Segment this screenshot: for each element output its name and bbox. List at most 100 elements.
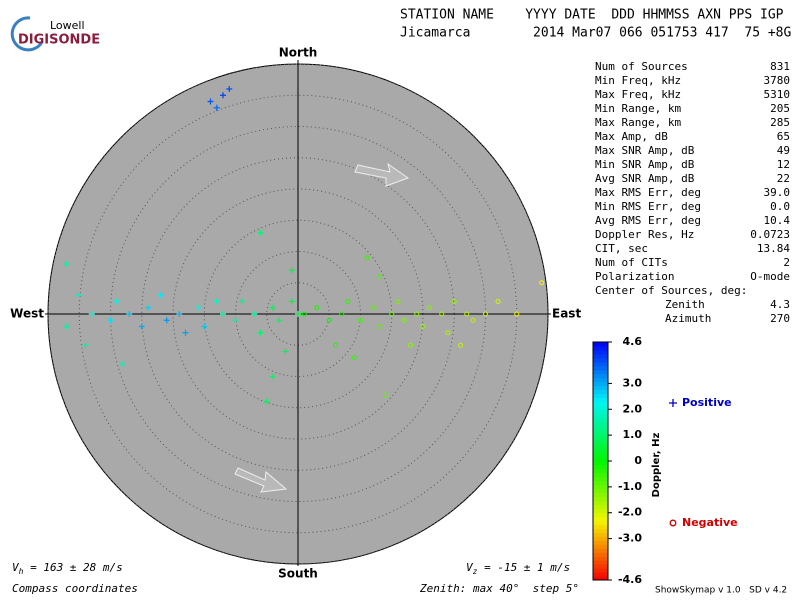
compass-west: West: [10, 307, 44, 321]
vh-text: Vh = 163 ± 28 m/s: [12, 561, 123, 576]
source-negative: [376, 274, 382, 279]
colorbar-cell: [593, 464, 608, 470]
colorbar-tick-label: 3.0: [623, 376, 643, 389]
legend-marker: [669, 399, 677, 407]
colorbar-cell: [593, 476, 608, 482]
source-positive: [282, 348, 289, 355]
legend-label: Positive: [682, 396, 732, 409]
source-positive: [257, 229, 264, 236]
source-negative: [376, 324, 382, 329]
colorbar-cell: [593, 516, 608, 521]
source-positive: [207, 98, 214, 105]
source-positive: [176, 311, 183, 317]
colorbar-cell: [593, 532, 608, 537]
source-negative: [326, 317, 332, 323]
header-columns: STATION NAME YYYY DATE DDD HHMMSS AXN PP…: [400, 8, 784, 23]
source-positive: [201, 323, 208, 330]
colorbar-cell: [593, 389, 608, 395]
logo-top: Lowell: [50, 19, 85, 32]
colorbar-cell: [593, 385, 608, 391]
source-positive: [238, 298, 245, 305]
source-negative: [483, 311, 488, 317]
center-label: Azimuth: [665, 312, 711, 325]
zenith-note: Zenith: max 40° step 5°: [419, 582, 579, 595]
colorbar-cell: [593, 369, 608, 375]
colorbar-cell: [593, 564, 608, 569]
colorbar-tick-label: 4.6: [623, 335, 643, 348]
source-negative: [408, 342, 413, 348]
colorbar-cell: [593, 429, 608, 434]
colorbar-cell: [593, 568, 608, 573]
source-positive: [251, 311, 258, 317]
drift-arrow: [234, 467, 288, 493]
source-negative: [383, 392, 388, 398]
stat-label: Num of Sources: [595, 60, 688, 73]
source-positive: [113, 298, 120, 305]
header-values: Jicamarca 2014 Mar07 066 051753 417 75 +…: [400, 26, 792, 41]
stat-label: Avg RMS Err, deg: [595, 214, 701, 227]
stat-label: Doppler Res, Hz: [595, 228, 694, 241]
source-negative: [426, 305, 432, 311]
source-negative: [401, 317, 407, 323]
center-value: 270: [770, 312, 790, 325]
source-positive: [220, 311, 226, 317]
center-value: 4.3: [770, 298, 790, 311]
logo-bottom: DIGISONDE: [18, 33, 100, 48]
stat-label: Avg SNR Amp, dB: [595, 172, 695, 185]
stat-value: 22: [777, 172, 790, 185]
stat-label: Max SNR Amp, dB: [595, 144, 695, 157]
source-negative: [464, 311, 470, 317]
colorbar-cell: [593, 528, 608, 533]
source-negative: [514, 311, 520, 317]
colorbar-cell: [593, 433, 608, 438]
source-negative: [414, 311, 420, 317]
source-positive: [257, 329, 264, 336]
colorbar-cell: [593, 441, 608, 446]
colorbar-tick-label: 1.0: [623, 428, 643, 441]
source-positive: [126, 311, 133, 317]
stat-value: 5310: [764, 88, 791, 101]
stat-label: Max RMS Err, deg: [595, 186, 701, 199]
source-positive: [76, 292, 83, 299]
colorbar-cell: [593, 508, 608, 514]
colorbar-cell: [593, 572, 608, 577]
source-negative: [395, 299, 401, 304]
center-title: Center of Sources, deg:: [595, 284, 747, 297]
source-positive: [232, 317, 239, 324]
source-negative: [495, 299, 501, 304]
stat-value: 831: [770, 60, 790, 73]
stat-label: Max Amp, dB: [595, 130, 668, 143]
stat-value: 39.0: [764, 186, 791, 199]
source-positive: [270, 304, 276, 311]
version: ShowSkymap v 1.0 SD v 4.2: [655, 586, 787, 596]
source-positive: [82, 342, 89, 349]
source-positive: [288, 267, 295, 274]
vz-text: Vz = -15 ± 1 m/s: [466, 561, 570, 576]
stat-label: Min Freq, kHz: [595, 74, 681, 87]
colorbar-cell: [593, 576, 608, 581]
colorbar-cell: [593, 449, 608, 454]
source-positive: [182, 329, 189, 336]
colorbar-cell: [593, 349, 608, 355]
stat-value: 65: [777, 130, 790, 143]
compass-north: North: [279, 46, 317, 60]
colorbar-cell: [593, 548, 608, 553]
source-negative: [439, 311, 445, 317]
stat-value: 49: [777, 144, 790, 157]
colorbar-cell: [593, 397, 608, 402]
colorbar-cell: [593, 520, 608, 525]
source-negative: [314, 305, 320, 311]
source-positive: [63, 323, 70, 330]
source-negative: [339, 311, 345, 317]
colorbar-cell: [593, 540, 608, 545]
colorbar-cell: [593, 342, 608, 347]
compass-east: East: [552, 307, 581, 321]
source-negative: [470, 317, 476, 323]
colorbar-cell: [593, 345, 608, 351]
source-positive: [263, 398, 270, 405]
stat-value: 0.0723: [750, 228, 790, 241]
stat-value: 13.84: [757, 242, 790, 255]
colorbar-cell: [593, 552, 608, 557]
legend-marker: [669, 519, 677, 527]
source-positive: [88, 311, 95, 317]
